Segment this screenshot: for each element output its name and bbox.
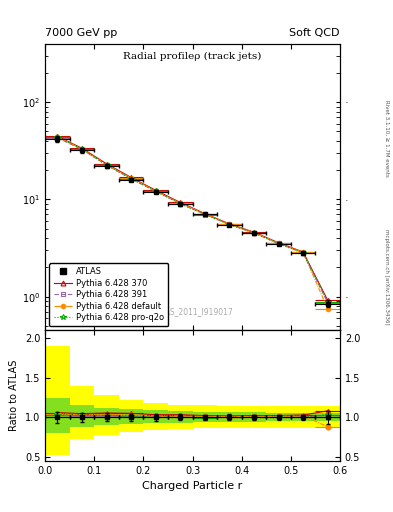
Legend: ATLAS, Pythia 6.428 370, Pythia 6.428 391, Pythia 6.428 default, Pythia 6.428 pr: ATLAS, Pythia 6.428 370, Pythia 6.428 39… — [50, 263, 168, 326]
Text: Rivet 3.1.10, ≥ 1.7M events: Rivet 3.1.10, ≥ 1.7M events — [384, 100, 389, 177]
Text: ATLAS_2011_I919017: ATLAS_2011_I919017 — [152, 307, 233, 316]
Y-axis label: Ratio to ATLAS: Ratio to ATLAS — [9, 360, 19, 431]
Text: Radial profileρ (track jets): Radial profileρ (track jets) — [123, 52, 262, 61]
Text: Soft QCD: Soft QCD — [290, 28, 340, 38]
Text: mcplots.cern.ch [arXiv:1306.3436]: mcplots.cern.ch [arXiv:1306.3436] — [384, 229, 389, 324]
X-axis label: Charged Particle r: Charged Particle r — [142, 481, 243, 491]
Text: 7000 GeV pp: 7000 GeV pp — [45, 28, 118, 38]
